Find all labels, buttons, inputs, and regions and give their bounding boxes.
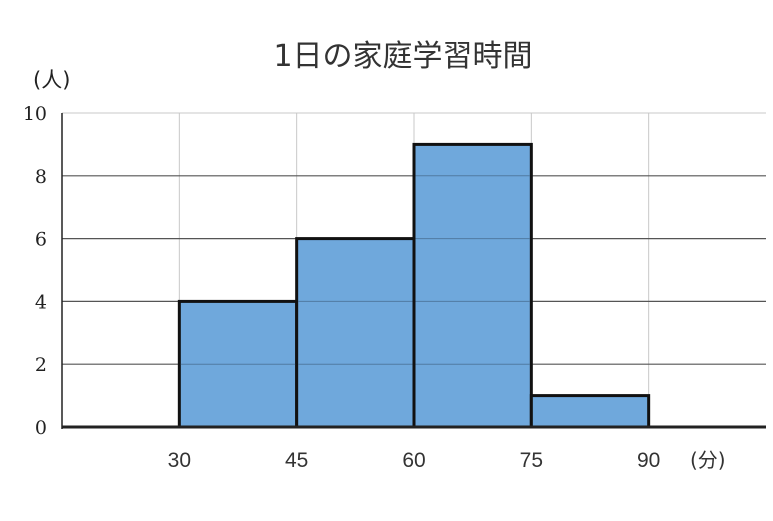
y-axis-unit-label: (人) — [33, 68, 70, 92]
x-tick-label: 45 — [285, 449, 308, 472]
y-tick-label: 6 — [35, 229, 47, 251]
y-tick-label: 2 — [35, 354, 47, 376]
histogram-bar — [295, 237, 416, 429]
x-tick-label: 60 — [402, 449, 425, 472]
y-tick-label: 8 — [35, 166, 47, 188]
x-axis-unit-label: (分) — [690, 448, 726, 472]
x-tick-label: 75 — [520, 449, 543, 472]
y-tick-label: 10 — [23, 103, 47, 125]
y-tick-label: 4 — [35, 291, 47, 313]
histogram-bar — [412, 142, 533, 429]
x-tick-label: 30 — [168, 449, 191, 472]
chart-title: 1日の家庭学習時間 — [273, 39, 532, 74]
bar-layer — [177, 142, 651, 429]
axis-layer — [61, 113, 766, 429]
y-tick-layer: 0 2 4 6 8 10 — [23, 103, 47, 439]
histogram-bar — [529, 394, 651, 429]
x-tick-label: 90 — [637, 449, 660, 472]
y-tick-label: 0 — [35, 417, 47, 439]
x-tick-layer: 30 45 60 75 90 — [168, 449, 661, 472]
